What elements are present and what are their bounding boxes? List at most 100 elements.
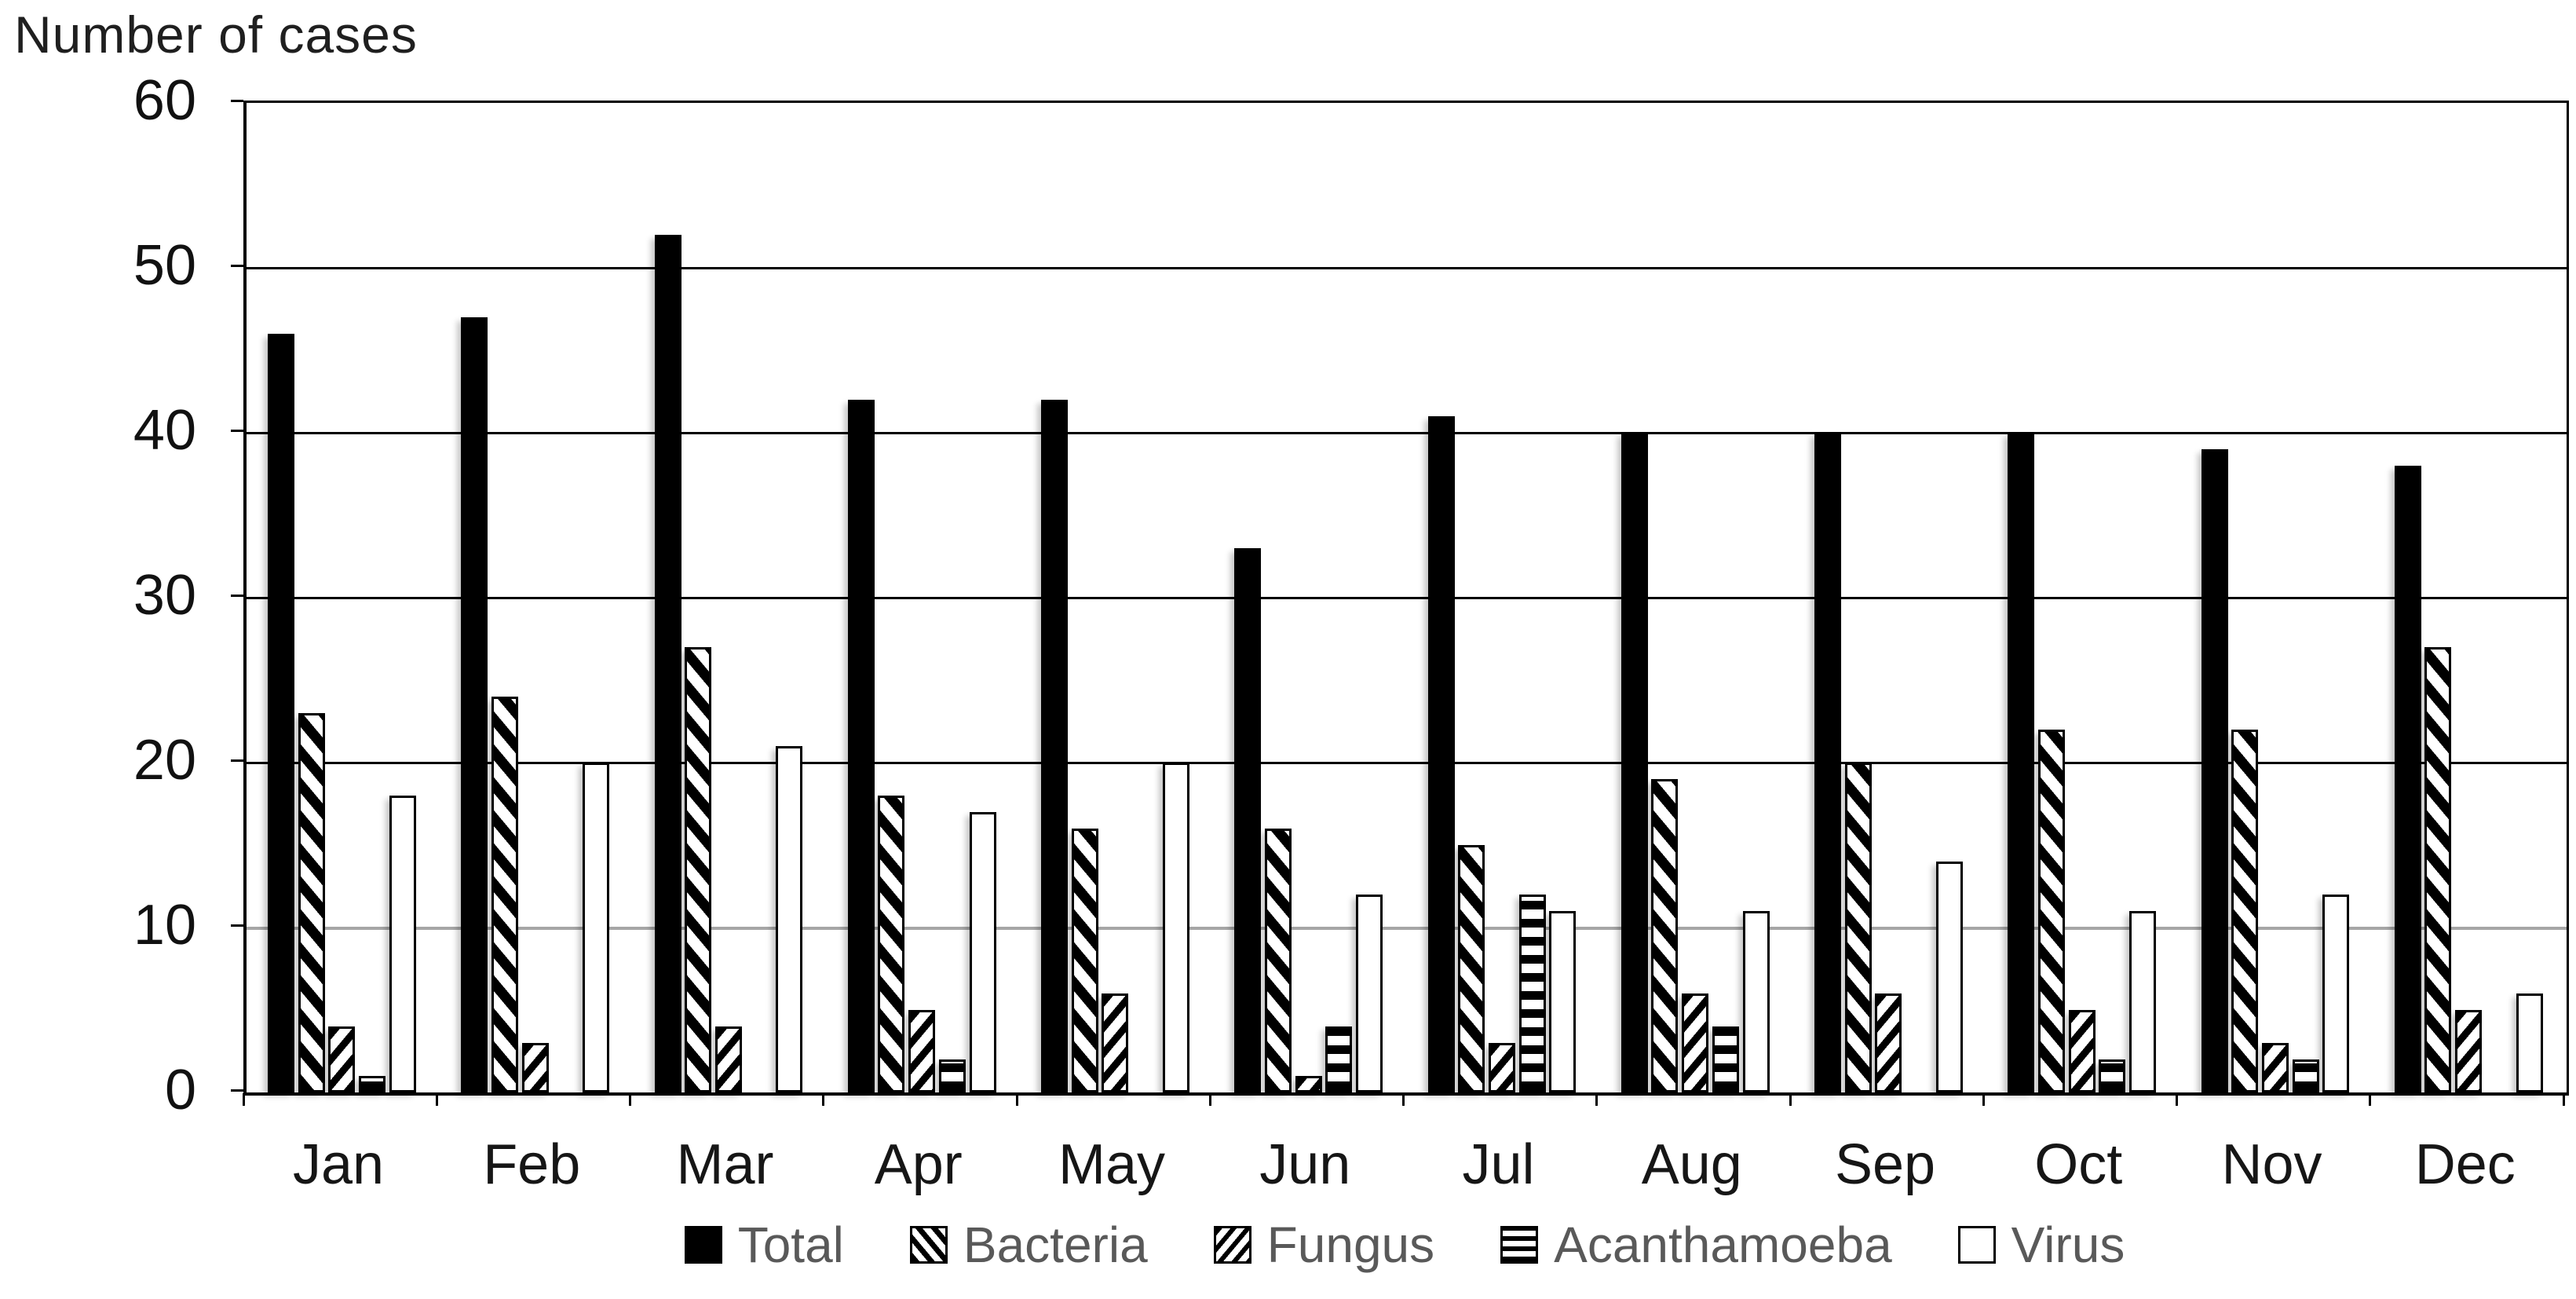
- y-axis-tick-label: 10: [133, 894, 196, 957]
- x-axis-tick: [1789, 1093, 1792, 1106]
- bar-acanthamoeba-jan[interactable]: [359, 1076, 386, 1092]
- bar-acanthamoeba-nov[interactable]: [2292, 1059, 2319, 1092]
- x-axis-label-oct: Oct: [2034, 1133, 2123, 1196]
- bar-fungus-feb[interactable]: [521, 1043, 549, 1092]
- bar-bacteria-apr[interactable]: [878, 796, 905, 1092]
- bar-total-sep[interactable]: [1814, 433, 1841, 1092]
- bar-fungus-sep[interactable]: [1875, 993, 1902, 1092]
- y-axis-tick-label: 0: [164, 1059, 196, 1122]
- gridline-y-20: [247, 761, 2567, 764]
- plot-area: [243, 101, 2569, 1096]
- bar-bacteria-oct[interactable]: [2037, 730, 2065, 1092]
- x-axis-tick: [1402, 1093, 1405, 1106]
- legend-swatch-solid-black: [684, 1226, 722, 1264]
- x-axis-label-sep: Sep: [1834, 1133, 1936, 1196]
- legend-item-acanthamoeba[interactable]: Acanthamoeba: [1500, 1216, 1892, 1274]
- y-axis-tick: [231, 759, 243, 762]
- x-axis-tick: [1982, 1093, 1985, 1106]
- bar-total-aug[interactable]: [1621, 433, 1648, 1092]
- bar-bacteria-sep[interactable]: [1844, 763, 1872, 1092]
- bar-acanthamoeba-aug[interactable]: [1712, 1026, 1739, 1092]
- bar-fungus-jan[interactable]: [328, 1026, 356, 1092]
- bar-fungus-oct[interactable]: [2068, 1010, 2096, 1092]
- bar-fungus-dec[interactable]: [2455, 1010, 2483, 1092]
- bar-total-oct[interactable]: [2008, 433, 2035, 1092]
- y-axis-tick: [231, 264, 243, 267]
- bar-virus-aug[interactable]: [1742, 911, 1770, 1092]
- bar-fungus-mar[interactable]: [714, 1026, 742, 1092]
- bar-bacteria-nov[interactable]: [2231, 730, 2259, 1092]
- bar-fungus-nov[interactable]: [2261, 1043, 2289, 1092]
- legend-label: Total: [737, 1217, 844, 1273]
- bar-virus-sep[interactable]: [1935, 862, 1963, 1092]
- legend-item-fungus[interactable]: Fungus: [1213, 1216, 1435, 1274]
- bar-bacteria-aug[interactable]: [1651, 779, 1679, 1092]
- x-axis-tick: [2176, 1093, 2178, 1106]
- gridline-y-30: [247, 596, 2567, 599]
- x-axis-tick: [629, 1093, 631, 1106]
- bar-acanthamoeba-jun[interactable]: [1325, 1026, 1353, 1092]
- bar-bacteria-jul[interactable]: [1458, 845, 1485, 1092]
- bar-bacteria-jan[interactable]: [298, 713, 325, 1092]
- bar-fungus-apr[interactable]: [908, 1010, 936, 1092]
- legend-label: Virus: [2011, 1217, 2125, 1273]
- bar-fungus-aug[interactable]: [1682, 993, 1709, 1092]
- bar-bacteria-may[interactable]: [1071, 829, 1098, 1092]
- bar-fungus-jul[interactable]: [1488, 1043, 1515, 1092]
- bar-virus-oct[interactable]: [2129, 911, 2157, 1092]
- y-axis-tick-label: 40: [133, 399, 196, 462]
- x-axis-tick: [2562, 1093, 2565, 1106]
- x-axis-tick: [1595, 1093, 1599, 1106]
- bar-total-apr[interactable]: [847, 400, 875, 1092]
- x-axis-label-aug: Aug: [1641, 1133, 1742, 1196]
- bar-bacteria-jun[interactable]: [1264, 829, 1292, 1092]
- y-axis-tick-label: 20: [133, 729, 196, 792]
- y-axis-tick: [231, 924, 243, 927]
- bar-virus-mar[interactable]: [776, 746, 803, 1092]
- bar-total-may[interactable]: [1041, 400, 1068, 1092]
- bar-virus-jul[interactable]: [1549, 911, 1577, 1092]
- bar-virus-apr[interactable]: [969, 812, 996, 1092]
- legend-item-bacteria[interactable]: Bacteria: [909, 1216, 1148, 1274]
- y-axis-tick-label: 30: [133, 564, 196, 627]
- bar-virus-dec[interactable]: [2516, 993, 2543, 1092]
- bar-fungus-jun[interactable]: [1295, 1076, 1322, 1092]
- x-axis-label-apr: Apr: [874, 1133, 963, 1196]
- x-axis-tick: [822, 1093, 825, 1106]
- bar-total-jun[interactable]: [1234, 548, 1262, 1092]
- bar-bacteria-feb[interactable]: [491, 697, 518, 1092]
- y-axis-tick-label: 60: [133, 69, 196, 132]
- bar-virus-jan[interactable]: [389, 796, 416, 1092]
- bar-total-feb[interactable]: [461, 317, 488, 1092]
- legend-label: Acanthamoeba: [1554, 1217, 1892, 1273]
- gridline-y-50: [247, 266, 2567, 269]
- legend-item-total[interactable]: Total: [684, 1216, 844, 1274]
- bar-total-jul[interactable]: [1427, 416, 1455, 1092]
- legend-item-virus[interactable]: Virus: [1957, 1216, 2125, 1274]
- legend: Total Bacteria Fungus Acanthamoeba Virus: [243, 1216, 2566, 1274]
- bar-bacteria-mar[interactable]: [685, 647, 712, 1092]
- bar-acanthamoeba-oct[interactable]: [2099, 1059, 2126, 1092]
- bar-acanthamoeba-apr[interactable]: [938, 1059, 966, 1092]
- legend-label: Fungus: [1266, 1217, 1435, 1273]
- gridline-y-10: [247, 926, 2567, 930]
- bar-fungus-may[interactable]: [1102, 993, 1129, 1092]
- bar-virus-may[interactable]: [1162, 763, 1189, 1092]
- bar-total-nov[interactable]: [2201, 449, 2228, 1092]
- y-axis-tick: [231, 1089, 243, 1092]
- x-axis-tick: [2369, 1093, 2372, 1106]
- y-axis-tick: [231, 99, 243, 102]
- bar-total-mar[interactable]: [654, 235, 681, 1092]
- bar-virus-feb[interactable]: [583, 763, 610, 1092]
- bar-virus-jun[interactable]: [1356, 895, 1383, 1092]
- x-axis-tick: [1208, 1093, 1211, 1106]
- x-axis-tick: [242, 1093, 245, 1106]
- bar-total-dec[interactable]: [2394, 466, 2421, 1092]
- bar-acanthamoeba-jul[interactable]: [1518, 895, 1546, 1092]
- bar-bacteria-dec[interactable]: [2424, 647, 2452, 1092]
- bar-total-jan[interactable]: [268, 334, 294, 1092]
- x-axis-tick: [435, 1093, 438, 1106]
- bar-virus-nov[interactable]: [2322, 895, 2350, 1092]
- legend-swatch-horizontal-stripes: [1500, 1226, 1539, 1264]
